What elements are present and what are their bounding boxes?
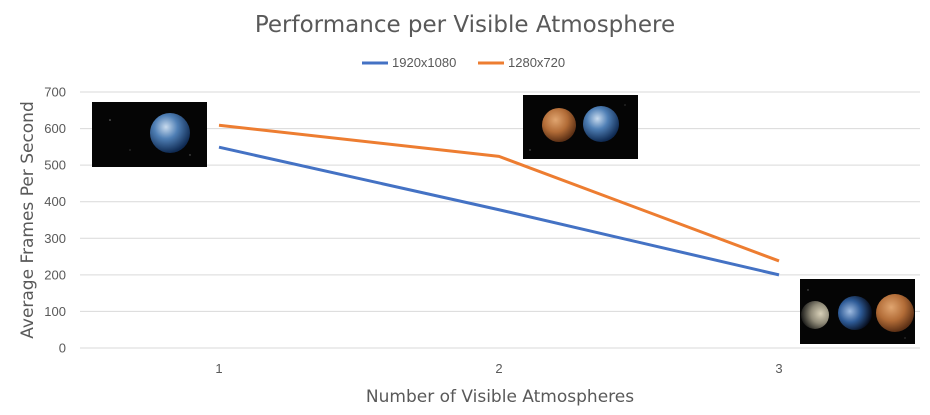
y-tick-labels: 0 100 200 300 400 500 600 700 xyxy=(44,85,66,356)
legend-label-1280x720: 1280x720 xyxy=(508,55,565,70)
series-lines xyxy=(218,123,780,277)
y-tick-label: 400 xyxy=(44,194,66,209)
y-axis-label: Average Frames Per Second xyxy=(18,101,38,339)
legend-label-1920x1080: 1920x1080 xyxy=(392,55,456,70)
chart-title: Performance per Visible Atmosphere xyxy=(255,12,675,38)
moon-earth-mars-image xyxy=(800,279,915,344)
series-line-1920x1080 xyxy=(218,145,780,277)
y-tick-label: 100 xyxy=(44,304,66,319)
legend: 1920x1080 1280x720 xyxy=(362,55,565,70)
y-tick-label: 700 xyxy=(44,85,66,100)
mars-earth-image xyxy=(523,95,638,159)
x-tick-label: 1 xyxy=(215,361,222,376)
x-tick-label: 3 xyxy=(775,361,782,376)
x-axis-label: Number of Visible Atmospheres xyxy=(366,387,634,407)
y-tick-label: 500 xyxy=(44,158,66,173)
y-tick-label: 300 xyxy=(44,231,66,246)
y-tick-label: 0 xyxy=(59,341,66,356)
earth-image xyxy=(92,102,207,167)
gridlines xyxy=(80,91,920,349)
x-tick-labels: 1 2 3 xyxy=(215,361,782,376)
y-tick-label: 200 xyxy=(44,267,66,282)
series-line-1280x720 xyxy=(218,123,780,263)
y-tick-label: 600 xyxy=(44,121,66,136)
x-tick-label: 2 xyxy=(495,361,502,376)
